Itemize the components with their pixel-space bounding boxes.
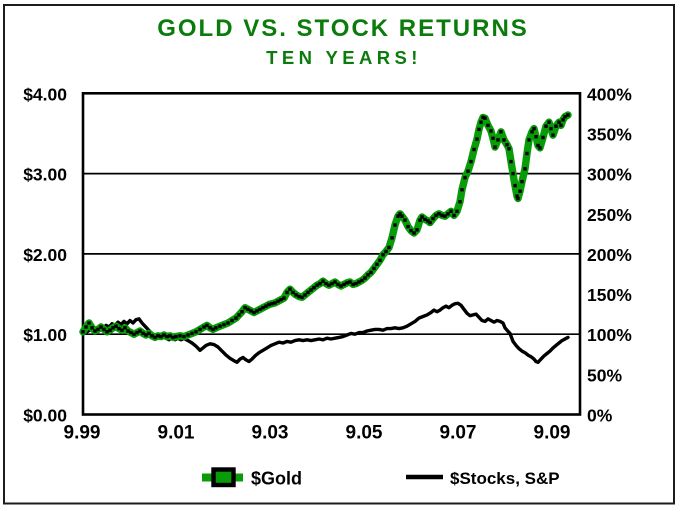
svg-text:9.03: 9.03 bbox=[252, 422, 289, 443]
svg-text:9.01: 9.01 bbox=[158, 422, 195, 443]
svg-text:50%: 50% bbox=[587, 365, 622, 385]
svg-text:$4.00: $4.00 bbox=[23, 84, 67, 104]
svg-text:9.99: 9.99 bbox=[64, 422, 101, 443]
svg-text:TEN YEARS!: TEN YEARS! bbox=[266, 47, 422, 68]
svg-text:$3.00: $3.00 bbox=[23, 165, 67, 185]
svg-text:200%: 200% bbox=[587, 245, 632, 265]
svg-text:GOLD VS. STOCK RETURNS: GOLD VS. STOCK RETURNS bbox=[157, 15, 529, 42]
svg-text:400%: 400% bbox=[587, 84, 632, 104]
svg-text:250%: 250% bbox=[587, 205, 632, 225]
svg-text:9.05: 9.05 bbox=[346, 422, 383, 443]
svg-text:9.07: 9.07 bbox=[440, 422, 477, 443]
svg-text:$Stocks, S&P: $Stocks, S&P bbox=[450, 469, 560, 488]
svg-text:$Gold: $Gold bbox=[251, 469, 302, 489]
svg-text:$0.00: $0.00 bbox=[23, 406, 67, 426]
svg-text:150%: 150% bbox=[587, 285, 632, 305]
svg-text:0%: 0% bbox=[587, 406, 613, 426]
svg-text:9.09: 9.09 bbox=[534, 422, 571, 443]
svg-text:100%: 100% bbox=[587, 325, 632, 345]
svg-text:$2.00: $2.00 bbox=[23, 245, 67, 265]
svg-text:$1.00: $1.00 bbox=[23, 325, 67, 345]
svg-text:350%: 350% bbox=[587, 124, 632, 144]
svg-text:300%: 300% bbox=[587, 165, 632, 185]
